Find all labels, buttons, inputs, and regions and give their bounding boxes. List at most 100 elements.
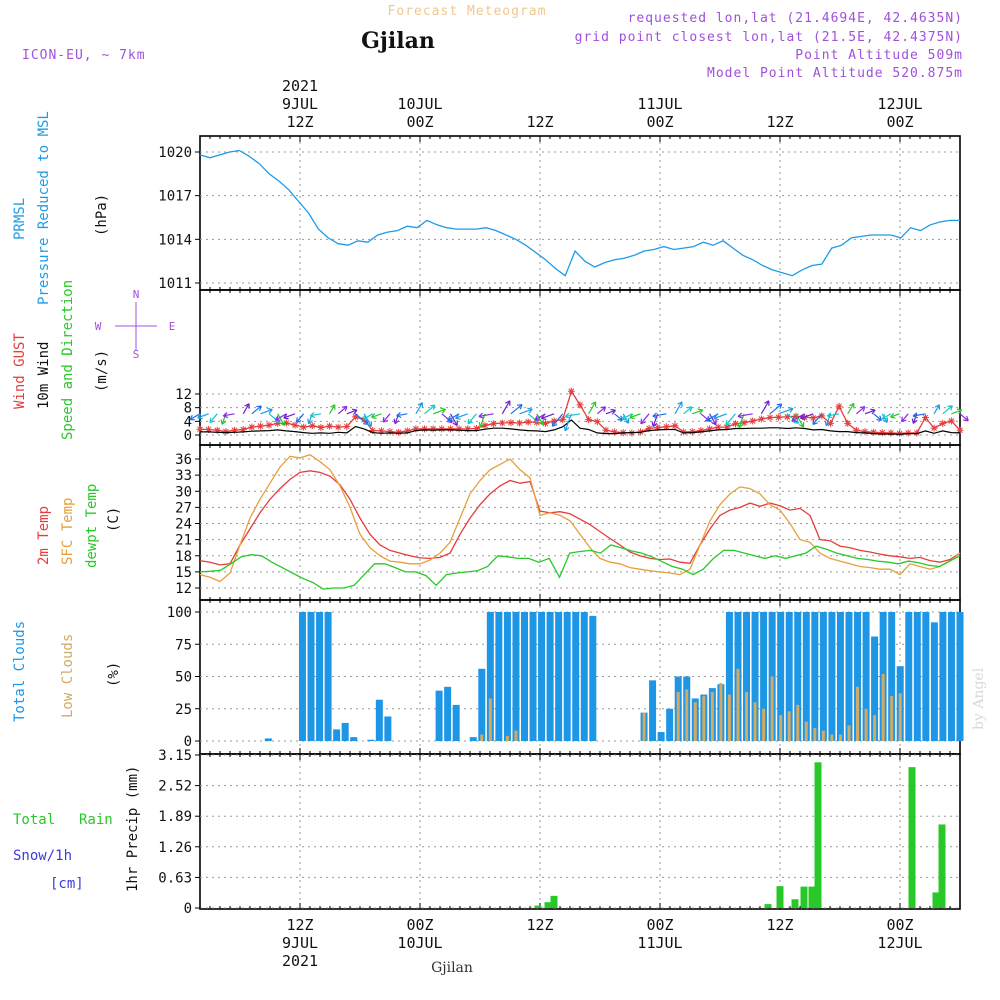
- total-cloud-bar: [350, 737, 358, 741]
- wind-arrow-head: [791, 416, 797, 422]
- temp-unit-label: (C): [106, 507, 122, 532]
- wind-direction-arrow: [713, 413, 728, 420]
- wind-arrow-head: [677, 401, 683, 407]
- top-time-label: 9JUL: [282, 95, 318, 113]
- top-time-label: 10JUL: [397, 95, 442, 113]
- total-cloud-bar: [529, 612, 537, 741]
- total-cloud-bar: [760, 612, 768, 741]
- wind-arrow-head: [686, 406, 693, 412]
- top-time-label: 2021: [282, 77, 318, 95]
- wind-arrow-head: [341, 405, 348, 412]
- low-cloud-bar: [514, 730, 518, 741]
- wind-arrow-head: [901, 416, 907, 423]
- wind-arrow-head: [629, 413, 635, 420]
- chart-title: Forecast Meteogram: [388, 4, 547, 19]
- precip-snow-label: Snow/1h: [13, 848, 72, 864]
- total-cloud-bar: [324, 612, 332, 741]
- wind-arrow-head: [452, 420, 458, 427]
- wind-arrow-head: [538, 419, 544, 426]
- wind-direction-arrow: [812, 413, 823, 425]
- temperature-ytick-label: 27: [175, 500, 192, 516]
- wind-direction-arrow: [882, 413, 892, 420]
- prmsl-label: PRMSL: [12, 198, 28, 240]
- wind-arrow-head: [737, 422, 744, 429]
- precip-side-labels: Total Rain Snow/1h [cm] 1hr Precip (mm): [13, 766, 141, 892]
- wind-direction-arrow: [329, 404, 336, 415]
- wind-direction-arrow: [881, 413, 888, 423]
- wind-arrow-head: [617, 415, 623, 421]
- precip-ytick-label: 1.89: [158, 809, 192, 825]
- wind-direction-arrow: [933, 404, 940, 415]
- pressure-line: [199, 149, 960, 277]
- gust-marker: [429, 425, 437, 433]
- compass-s: S: [133, 348, 140, 361]
- wind-arrow-head: [640, 418, 646, 425]
- total-cloud-bar: [333, 729, 341, 741]
- gust-marker: [870, 428, 878, 436]
- total-cloud-bar: [854, 612, 862, 741]
- total-cloud-bar: [341, 722, 349, 741]
- gust-marker: [282, 419, 290, 427]
- wind-arrow-head: [764, 400, 770, 406]
- gust-marker: [593, 418, 601, 426]
- total-cloud-bar: [512, 612, 520, 741]
- low-cloud-bar: [796, 704, 800, 741]
- gust-marker: [896, 429, 904, 437]
- wind-direction-arrow: [912, 413, 926, 417]
- precip-bar: [544, 902, 552, 908]
- low-cloud-bar: [710, 691, 714, 741]
- clouds-side-labels: Total Clouds Low Clouds (%): [12, 621, 122, 722]
- wind-arrow-head: [623, 418, 630, 424]
- bottom-time-label: 00Z: [646, 916, 673, 934]
- precip-bar: [938, 824, 946, 908]
- temp-2m-label: 2m Temp: [36, 506, 52, 565]
- wind-direction-arrow: [449, 413, 458, 426]
- wind-direction-arrow: [346, 409, 358, 415]
- wind-arrow-head: [800, 414, 806, 420]
- low-cloud-bar: [890, 695, 894, 741]
- wind-direction-arrow: [362, 413, 374, 420]
- wind-arrow-head: [362, 414, 369, 421]
- gust-marker: [524, 418, 532, 426]
- low-cloud-bar: [873, 715, 877, 741]
- wind-arrow-head: [697, 408, 704, 415]
- temperature-ytick-label: 12: [175, 581, 192, 597]
- bottom-time-label: 12Z: [286, 916, 313, 934]
- wind-direction-arrow: [510, 404, 523, 415]
- wind-direction-arrow: [709, 413, 717, 426]
- wind-direction-arrow: [415, 402, 423, 415]
- pressure-unit-label: (hPa): [94, 194, 110, 236]
- total-cloud-bar: [546, 612, 554, 741]
- total-cloud-bar: [572, 612, 580, 741]
- wind-direction-arrow: [251, 405, 262, 415]
- low-cloud-bar: [480, 734, 484, 741]
- pressure-frame: [199, 135, 961, 291]
- gust-marker: [231, 426, 239, 434]
- gust-marker: [438, 425, 446, 433]
- temperature-ytick-label: 21: [175, 533, 192, 549]
- wind-direction-arrow: [629, 413, 641, 419]
- gust-marker: [714, 423, 722, 431]
- gust-marker: [852, 426, 860, 434]
- wind-arrow-head: [417, 402, 424, 408]
- wind-direction-arrow: [640, 413, 650, 425]
- compass-w: W: [95, 320, 102, 333]
- wind-arrow-head: [256, 405, 262, 411]
- precip-unit-label: 1hr Precip (mm): [125, 766, 141, 892]
- wind-direction-arrow: [371, 413, 382, 418]
- wind-10m-label: 10m Wind: [36, 342, 52, 409]
- precip-total-label: Total: [13, 812, 55, 828]
- wind-arrow-head: [651, 421, 658, 427]
- precip-panel: 0 0.63 1.26 1.89 2.52 3.15: [158, 748, 961, 917]
- wind-arrow-head: [859, 406, 866, 412]
- temperature-ytick-label: 36: [175, 452, 192, 468]
- wind-arrow-head: [826, 412, 833, 419]
- wind-arrow-head: [478, 412, 484, 419]
- wind-arrow-head: [447, 415, 453, 422]
- gust-marker: [697, 427, 705, 435]
- wind-direction-arrow: [541, 413, 555, 419]
- gust-marker: [256, 422, 264, 430]
- wind-direction-arrow: [455, 413, 468, 419]
- wind-direction-arrow: [382, 413, 391, 423]
- gust-marker: [559, 416, 567, 424]
